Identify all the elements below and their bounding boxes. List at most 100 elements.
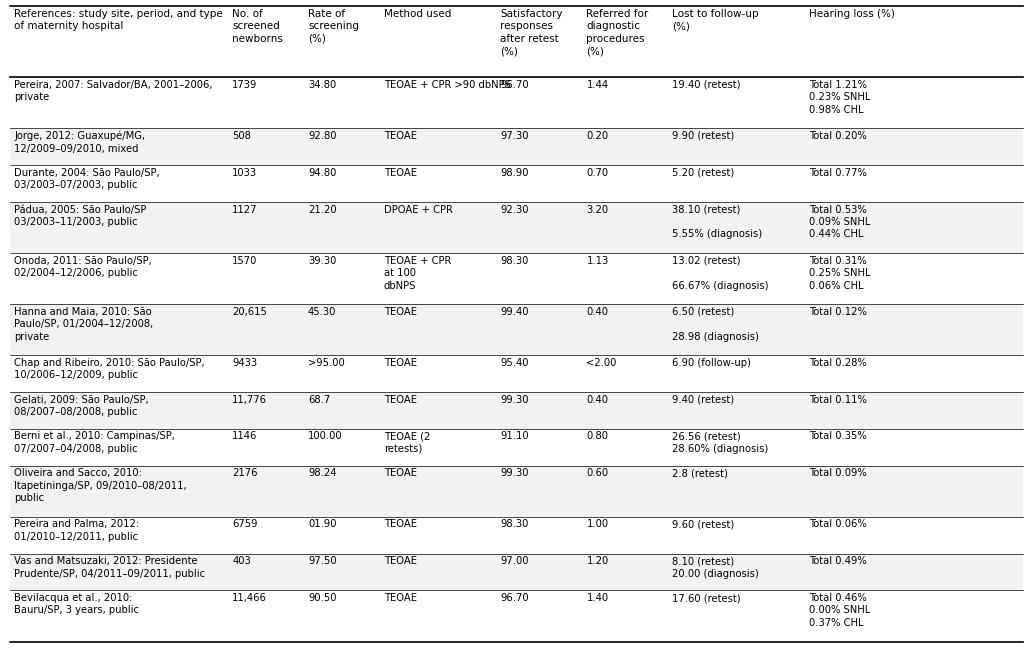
Text: 98.90: 98.90 bbox=[500, 168, 529, 178]
Bar bbox=[10, 392, 1023, 429]
Text: 508: 508 bbox=[232, 131, 251, 141]
Text: 01.90: 01.90 bbox=[308, 520, 337, 529]
Text: 98.30: 98.30 bbox=[500, 256, 529, 266]
Text: Total 0.09%: Total 0.09% bbox=[809, 469, 867, 478]
Text: 90.50: 90.50 bbox=[308, 593, 337, 603]
Text: DPOAE + CPR: DPOAE + CPR bbox=[384, 205, 452, 214]
Text: Jorge, 2012: Guaxupé/MG,
12/2009–09/2010, mixed: Jorge, 2012: Guaxupé/MG, 12/2009–09/2010… bbox=[14, 131, 146, 154]
Text: 3.20: 3.20 bbox=[587, 205, 608, 214]
Text: 68.7: 68.7 bbox=[308, 395, 331, 404]
Text: Gelati, 2009: São Paulo/SP,
08/2007–08/2008, public: Gelati, 2009: São Paulo/SP, 08/2007–08/2… bbox=[14, 395, 149, 417]
Bar bbox=[10, 590, 1023, 642]
Text: Total 0.35%: Total 0.35% bbox=[809, 432, 867, 441]
Text: 92.30: 92.30 bbox=[500, 205, 529, 214]
Text: References: study site, period, and type
of maternity hospital: References: study site, period, and type… bbox=[14, 9, 223, 32]
Text: 99.30: 99.30 bbox=[500, 469, 529, 478]
Text: Total 0.20%: Total 0.20% bbox=[809, 131, 867, 141]
Text: 1146: 1146 bbox=[232, 432, 257, 441]
Text: Hanna and Maia, 2010: São
Paulo/SP, 01/2004–12/2008,
private: Hanna and Maia, 2010: São Paulo/SP, 01/2… bbox=[14, 307, 154, 341]
Text: 96.70: 96.70 bbox=[500, 80, 529, 90]
Text: 1570: 1570 bbox=[232, 256, 257, 266]
Text: No. of
screened
newborns: No. of screened newborns bbox=[232, 9, 283, 44]
Text: Vas and Matsuzaki, 2012: Presidente
Prudente/SP, 04/2011–09/2011, public: Vas and Matsuzaki, 2012: Presidente Prud… bbox=[14, 556, 206, 579]
Text: 403: 403 bbox=[232, 556, 251, 566]
Text: Onoda, 2011: São Paulo/SP,
02/2004–12/2006, public: Onoda, 2011: São Paulo/SP, 02/2004–12/20… bbox=[14, 256, 152, 278]
Bar bbox=[10, 304, 1023, 355]
Text: 0.40: 0.40 bbox=[587, 395, 608, 404]
Text: Berni et al., 2010: Campinas/SP,
07/2007–04/2008, public: Berni et al., 2010: Campinas/SP, 07/2007… bbox=[14, 432, 176, 454]
Text: 0.40: 0.40 bbox=[587, 307, 608, 317]
Text: 9.90 (retest): 9.90 (retest) bbox=[672, 131, 734, 141]
Text: Total 0.11%: Total 0.11% bbox=[809, 395, 867, 404]
Text: Total 0.12%: Total 0.12% bbox=[809, 307, 867, 317]
Text: 0.70: 0.70 bbox=[587, 168, 608, 178]
Text: TEOAE: TEOAE bbox=[384, 131, 417, 141]
Bar bbox=[10, 253, 1023, 304]
Bar bbox=[10, 466, 1023, 517]
Bar bbox=[10, 517, 1023, 553]
Text: TEOAE: TEOAE bbox=[384, 307, 417, 317]
Text: TEOAE: TEOAE bbox=[384, 556, 417, 566]
Text: Durante, 2004: São Paulo/SP,
03/2003–07/2003, public: Durante, 2004: São Paulo/SP, 03/2003–07/… bbox=[14, 168, 160, 191]
Text: 2176: 2176 bbox=[232, 469, 257, 478]
Text: TEOAE (2
retests): TEOAE (2 retests) bbox=[384, 432, 431, 454]
Text: 1033: 1033 bbox=[232, 168, 257, 178]
Text: 2.8 (retest): 2.8 (retest) bbox=[672, 469, 728, 478]
Text: 11,776: 11,776 bbox=[232, 395, 268, 404]
Text: Bevilacqua et al., 2010:
Bauru/SP, 3 years, public: Bevilacqua et al., 2010: Bauru/SP, 3 yea… bbox=[14, 593, 139, 616]
Text: 1739: 1739 bbox=[232, 80, 257, 90]
Text: 92.80: 92.80 bbox=[308, 131, 337, 141]
Text: TEOAE + CPR
at 100
dbNPS: TEOAE + CPR at 100 dbNPS bbox=[384, 256, 451, 290]
Bar bbox=[10, 202, 1023, 253]
Bar bbox=[10, 429, 1023, 466]
Text: Total 0.49%: Total 0.49% bbox=[809, 556, 867, 566]
Text: 13.02 (retest)

66.67% (diagnosis): 13.02 (retest) 66.67% (diagnosis) bbox=[672, 256, 769, 290]
Text: 1.13: 1.13 bbox=[587, 256, 608, 266]
Text: TEOAE: TEOAE bbox=[384, 358, 417, 368]
Text: 6.90 (follow-up): 6.90 (follow-up) bbox=[672, 358, 751, 368]
Text: 96.70: 96.70 bbox=[500, 593, 529, 603]
Text: 21.20: 21.20 bbox=[308, 205, 337, 214]
Text: Rate of
screening
(%): Rate of screening (%) bbox=[308, 9, 359, 44]
Text: Pereira, 2007: Salvador/BA, 2001–2006,
private: Pereira, 2007: Salvador/BA, 2001–2006, p… bbox=[14, 80, 213, 102]
Text: Satisfactory
responses
after retest
(%): Satisfactory responses after retest (%) bbox=[500, 9, 563, 56]
Text: TEOAE: TEOAE bbox=[384, 395, 417, 404]
Text: Total 0.77%: Total 0.77% bbox=[809, 168, 867, 178]
Text: 34.80: 34.80 bbox=[308, 80, 337, 90]
Text: Pereira and Palma, 2012:
01/2010–12/2011, public: Pereira and Palma, 2012: 01/2010–12/2011… bbox=[14, 520, 139, 542]
Text: 0.60: 0.60 bbox=[587, 469, 608, 478]
Text: TEOAE: TEOAE bbox=[384, 520, 417, 529]
Text: TEOAE: TEOAE bbox=[384, 168, 417, 178]
Text: Method used: Method used bbox=[384, 9, 451, 19]
Text: Total 0.06%: Total 0.06% bbox=[809, 520, 867, 529]
Bar bbox=[10, 128, 1023, 165]
Text: 9433: 9433 bbox=[232, 358, 257, 368]
Text: 5.20 (retest): 5.20 (retest) bbox=[672, 168, 734, 178]
Text: 1.20: 1.20 bbox=[587, 556, 608, 566]
Text: Referred for
diagnostic
procedures
(%): Referred for diagnostic procedures (%) bbox=[587, 9, 649, 56]
Text: Hearing loss (%): Hearing loss (%) bbox=[809, 9, 895, 19]
Bar bbox=[10, 77, 1023, 128]
Text: 94.80: 94.80 bbox=[308, 168, 337, 178]
Text: TEOAE + CPR >90 dbNPS: TEOAE + CPR >90 dbNPS bbox=[384, 80, 511, 90]
Text: 38.10 (retest)

5.55% (diagnosis): 38.10 (retest) 5.55% (diagnosis) bbox=[672, 205, 762, 240]
Text: Lost to follow-up
(%): Lost to follow-up (%) bbox=[672, 9, 759, 32]
Text: >95.00: >95.00 bbox=[308, 358, 345, 368]
Text: 1.44: 1.44 bbox=[587, 80, 608, 90]
Bar bbox=[10, 165, 1023, 202]
Text: 1127: 1127 bbox=[232, 205, 257, 214]
Text: Total 0.46%
0.00% SNHL
0.37% CHL: Total 0.46% 0.00% SNHL 0.37% CHL bbox=[809, 593, 871, 628]
Text: 19.40 (retest): 19.40 (retest) bbox=[672, 80, 741, 90]
Text: 1.40: 1.40 bbox=[587, 593, 608, 603]
Text: 9.40 (retest): 9.40 (retest) bbox=[672, 395, 734, 404]
Text: 95.40: 95.40 bbox=[500, 358, 529, 368]
Bar bbox=[10, 6, 1023, 77]
Text: 97.00: 97.00 bbox=[500, 556, 529, 566]
Text: 20,615: 20,615 bbox=[232, 307, 267, 317]
Text: 11,466: 11,466 bbox=[232, 593, 267, 603]
Text: 17.60 (retest): 17.60 (retest) bbox=[672, 593, 741, 603]
Text: 100.00: 100.00 bbox=[308, 432, 343, 441]
Text: 0.20: 0.20 bbox=[587, 131, 608, 141]
Text: Total 0.28%: Total 0.28% bbox=[809, 358, 867, 368]
Text: Chap and Ribeiro, 2010: São Paulo/SP,
10/2006–12/2009, public: Chap and Ribeiro, 2010: São Paulo/SP, 10… bbox=[14, 358, 206, 380]
